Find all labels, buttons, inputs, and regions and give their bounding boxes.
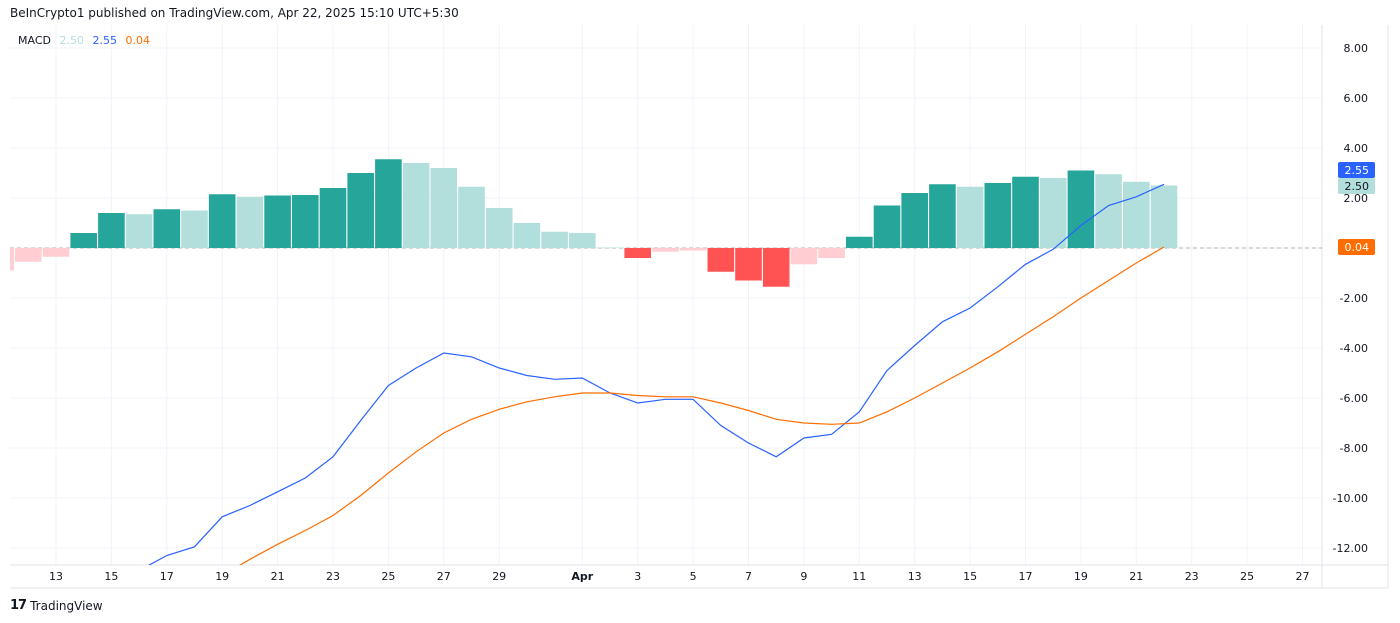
histogram-bar (485, 208, 513, 248)
histogram-bar (10, 248, 14, 271)
signal-value: 0.04 (125, 34, 150, 47)
x-tick-label: 27 (437, 570, 451, 583)
y-tick-label: -4.00 (1340, 342, 1368, 355)
y-tick-label: -2.00 (1340, 292, 1368, 305)
histogram-bar (292, 195, 319, 248)
brand-name: TradingView (30, 598, 103, 613)
x-tick-label: 27 (1296, 570, 1310, 583)
plot-area (10, 159, 1322, 565)
histogram-bar (264, 195, 291, 248)
y-tick-label: 6.00 (1344, 92, 1369, 105)
histogram-bar (929, 184, 956, 248)
histogram-bar (402, 163, 430, 248)
histogram-bar (735, 248, 762, 281)
x-tick-label: 29 (492, 570, 506, 583)
tradingview-footer[interactable]: 17 TradingView (10, 598, 103, 613)
tradingview-logo-icon: 17 (10, 598, 27, 613)
x-tick-label: 3 (634, 570, 641, 583)
x-tick-label: 25 (381, 570, 395, 583)
x-tick-label: 11 (852, 570, 866, 583)
histogram-bar (236, 196, 264, 248)
publish-attribution: BeInCrypto1 published on TradingView.com… (10, 6, 459, 20)
histogram-bar (956, 186, 984, 248)
y-tick-label: -10.00 (1333, 492, 1368, 505)
histogram-bar (125, 214, 153, 248)
histogram-bar (1012, 176, 1039, 248)
x-tick-label: 21 (271, 570, 285, 583)
histogram-bar (790, 248, 818, 265)
x-tick-label: 15 (104, 570, 118, 583)
y-tick-label: -6.00 (1340, 392, 1368, 405)
histogram-bar (98, 213, 125, 248)
x-tick-label: 17 (1019, 570, 1033, 583)
histogram-bar (762, 248, 790, 287)
y-tick-label: -12.00 (1333, 542, 1368, 555)
histogram-bar (1150, 185, 1178, 248)
histogram-bar (70, 233, 97, 248)
histogram-bar (208, 194, 236, 248)
indicator-name: MACD (18, 34, 51, 47)
y-tick-label: 8.00 (1344, 42, 1369, 55)
y-tick-label: 2.00 (1344, 192, 1369, 205)
y-tick-label: 4.00 (1344, 142, 1369, 155)
histogram-bar (984, 183, 1012, 248)
y-tick-label: -8.00 (1340, 442, 1368, 455)
histogram-bar (430, 168, 458, 248)
price-label: 0.04 (1345, 241, 1370, 254)
x-tick-label: 19 (215, 570, 229, 583)
histogram-bar (1067, 170, 1095, 248)
x-tick-label: 25 (1240, 570, 1254, 583)
histogram-bar (1123, 181, 1150, 248)
price-label-bg (1338, 178, 1375, 194)
histogram-bar (901, 193, 928, 248)
macd-line (147, 183, 1165, 565)
price-label: 2.50 (1345, 180, 1370, 193)
x-tick-label: 13 (908, 570, 922, 583)
price-label: 2.55 (1345, 164, 1370, 177)
histogram-bar (707, 248, 735, 272)
histogram-bar (1095, 174, 1122, 248)
histogram-bar (15, 248, 42, 262)
x-tick-label: 13 (49, 570, 63, 583)
x-tick-label: 23 (1185, 570, 1199, 583)
histogram-bar (569, 233, 596, 248)
x-tick-label: 7 (745, 570, 752, 583)
histogram-bar (513, 223, 541, 248)
x-tick-label: 5 (690, 570, 697, 583)
price-label-bg (1338, 239, 1375, 255)
x-tick-label: Apr (571, 570, 593, 583)
x-tick-label: 17 (160, 570, 174, 583)
histogram-bar (181, 210, 208, 248)
histogram-bar (458, 186, 485, 248)
histogram-bar (846, 236, 873, 248)
histogram-bar (541, 231, 568, 248)
histogram-bar (652, 248, 679, 252)
x-tick-label: 23 (326, 570, 340, 583)
histogram-bar (319, 188, 347, 248)
histogram-bar (42, 248, 70, 257)
indicator-legend[interactable]: MACD 2.50 2.55 0.04 (18, 34, 155, 47)
macd-value: 2.55 (92, 34, 117, 47)
x-tick-label: 19 (1074, 570, 1088, 583)
x-tick-label: 21 (1129, 570, 1143, 583)
histogram-bar (1039, 178, 1067, 248)
x-tick-label: 9 (800, 570, 807, 583)
histogram-value: 2.50 (59, 34, 84, 47)
histogram-bar (624, 248, 651, 258)
x-tick-label: 15 (963, 570, 977, 583)
histogram-bar (153, 209, 181, 248)
histogram-bar (375, 159, 402, 248)
histogram-bar (873, 205, 901, 248)
histogram-bar (596, 247, 624, 248)
price-label-bg (1338, 162, 1375, 178)
signal-line (238, 246, 1165, 565)
histogram-bar (347, 173, 374, 248)
histogram-bar (679, 248, 707, 251)
histogram-bar (818, 248, 845, 258)
